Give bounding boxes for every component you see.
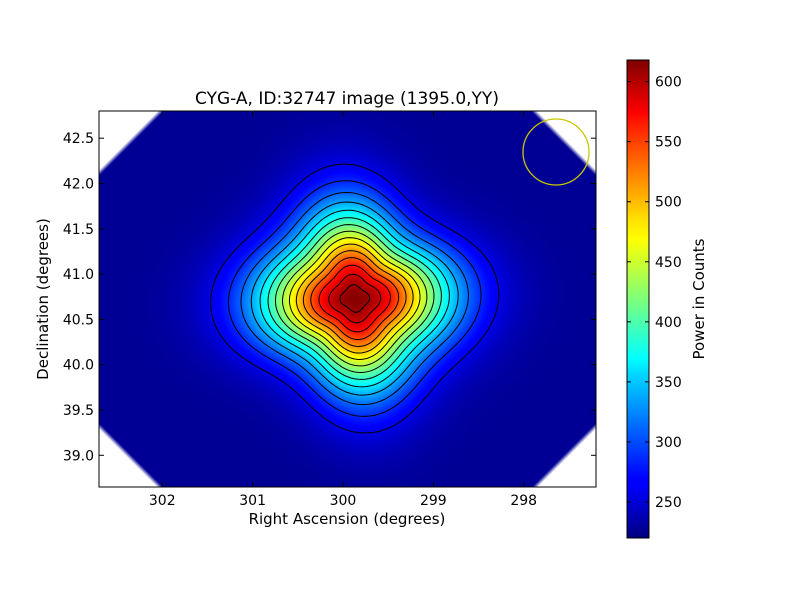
- colorbar-tick-label: 500: [655, 195, 682, 211]
- x-tick-label: 298: [510, 493, 537, 509]
- x-axis-label: Right Ascension (degrees): [249, 510, 446, 528]
- contour-line: [295, 243, 414, 354]
- contour-line: [259, 209, 450, 388]
- y-tick-label: 41.0: [63, 267, 94, 283]
- x-axis: 302 301 300 299 298: [149, 111, 537, 509]
- contour-lines: [210, 163, 500, 434]
- contour-line: [281, 230, 428, 367]
- contour-line: [267, 217, 442, 380]
- colorbar-tick-label: 550: [655, 135, 682, 151]
- y-tick-label: 39.5: [63, 403, 94, 419]
- plot-area: [99, 111, 596, 487]
- heatmap-image: [99, 111, 596, 487]
- contour-line: [318, 264, 392, 333]
- contour-line: [328, 273, 382, 324]
- colorbar-label: Power in Counts: [690, 238, 708, 359]
- contour-line: [210, 163, 500, 434]
- plot-frame: [98, 110, 597, 488]
- contour-line: [339, 284, 370, 313]
- y-axis-label: Declination (degrees): [34, 218, 52, 380]
- colorbar-tick-label: 250: [655, 495, 682, 511]
- contour-line: [288, 237, 421, 361]
- x-tick-label: 299: [420, 493, 447, 509]
- colorbar-tick-label: 400: [655, 315, 682, 331]
- x-tick-label: 300: [330, 493, 357, 509]
- y-tick-label: 42.0: [63, 176, 94, 192]
- contour-line: [275, 224, 435, 374]
- y-tick-label: 40.0: [63, 358, 94, 374]
- x-tick-label: 301: [239, 493, 266, 509]
- y-tick-label: 39.0: [63, 448, 94, 464]
- colorbar-axis: 250 300 350 400 450 500 550 600: [627, 75, 682, 511]
- chart-title: CYG-A, ID:32747 image (1395.0,YY): [195, 89, 499, 109]
- contour-line: [310, 257, 400, 340]
- y-tick-label: 42.5: [63, 131, 94, 147]
- colorbar: [626, 59, 650, 539]
- colorbar-tick-label: 450: [655, 255, 682, 271]
- contour-line: [250, 201, 459, 396]
- y-tick-label: 41.5: [63, 222, 94, 238]
- y-tick-label: 40.5: [63, 312, 94, 328]
- beam-circle: [522, 118, 590, 186]
- contour-line: [302, 250, 407, 348]
- contour-line: [227, 180, 482, 417]
- colorbar-tick-label: 300: [655, 435, 682, 451]
- colorbar-tick-label: 350: [655, 375, 682, 391]
- x-tick-label: 302: [149, 493, 176, 509]
- y-axis: 39.0 39.5 40.0 40.5 41.0 41.5 42.0 42.5: [63, 131, 596, 464]
- contour-line: [240, 191, 469, 406]
- colorbar-tick-label: 600: [655, 75, 682, 91]
